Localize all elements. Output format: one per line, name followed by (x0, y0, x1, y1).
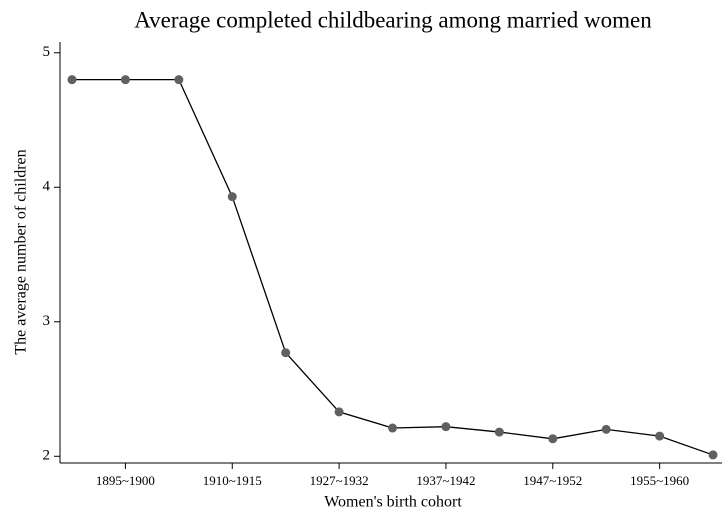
x-tick-label: 1947~1952 (523, 473, 582, 488)
y-tick-label: 2 (43, 448, 51, 464)
point (494, 427, 504, 437)
point (174, 75, 184, 85)
line (72, 79, 714, 456)
chart-title: Average completed childbearing among mar… (134, 7, 652, 32)
y-tick-label: 5 (43, 44, 51, 60)
x-tick-label: 1955~1960 (630, 473, 689, 488)
x-tick-label: 1895~1900 (96, 473, 155, 488)
point (334, 407, 344, 417)
point (67, 75, 77, 85)
x-axis-label: Women's birth cohort (324, 494, 462, 511)
point (655, 431, 665, 441)
point (227, 192, 237, 202)
point (388, 423, 398, 433)
x-tick-label: 1910~1915 (203, 473, 262, 488)
point (120, 75, 130, 85)
y-axis-label: The average number of children (13, 149, 30, 354)
point (548, 434, 558, 444)
y-tick-label: 3 (43, 313, 51, 329)
point (441, 422, 451, 432)
point (281, 348, 291, 358)
point (708, 450, 718, 460)
x-tick-label: 1937~1942 (416, 473, 475, 488)
point (601, 424, 611, 434)
x-tick-label: 1927~1932 (310, 473, 369, 488)
y-tick-label: 4 (43, 179, 51, 195)
